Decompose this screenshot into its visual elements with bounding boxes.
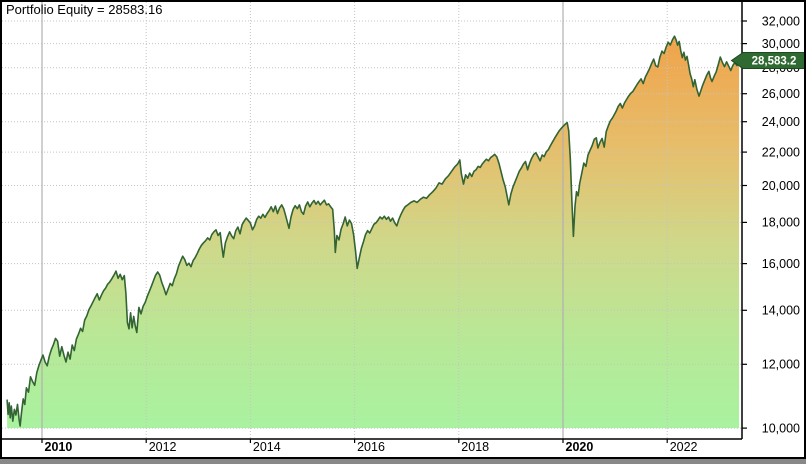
axis-frame [2,2,743,440]
y-tick-label: 20,000 [762,179,800,193]
y-tick-label: 26,000 [762,87,800,101]
price-tag-label: 28,583.2 [752,56,797,68]
equity-area-fill [7,36,740,429]
x-tick-label: 2010 [45,440,73,454]
horizontal-gridlines [2,20,742,429]
x-tick-label: 2012 [149,440,177,454]
y-axis-right: 10,000 12,000 14,000 16,000 18,000 20,000 22,0… [742,14,800,435]
x-tick-label: 2016 [357,440,385,454]
chart-title: Portfolio Equity = 28583.16 [6,2,162,17]
y-tick-label: 30,000 [762,37,800,51]
x-tick-label: 2018 [461,440,489,454]
y-tick-label: 16,000 [762,257,800,271]
y-tick-label: 32,000 [762,14,800,28]
equity-line [6,35,740,427]
vertical-gridlines [41,2,668,439]
plot-area[interactable] [2,2,742,439]
x-axis-bottom: 2010 2012 2014 2016 2018 2020 2022 [41,439,698,454]
y-tick-label: 24,000 [762,115,800,129]
y-tick-label: 14,000 [762,304,800,318]
y-tick-label: 12,000 [762,358,800,372]
price-tag: 28,583.2 [730,52,805,69]
x-tick-label: 2020 [566,440,594,454]
y-tick-label: 22,000 [762,145,800,159]
x-tick-label: 2022 [670,440,698,454]
x-tick-label: 2014 [253,440,281,454]
y-tick-label: 10,000 [762,421,800,435]
y-tick-label: 18,000 [762,216,800,230]
